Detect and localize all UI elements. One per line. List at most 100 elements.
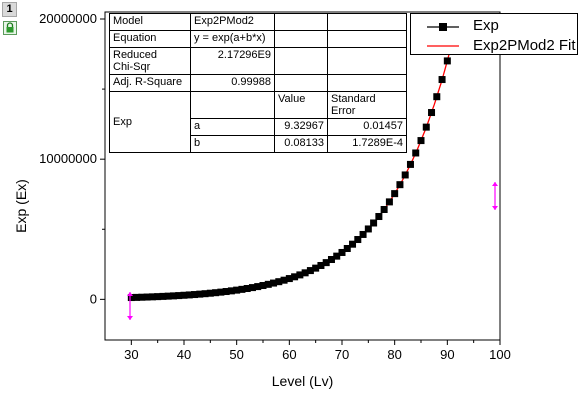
data-point (443, 57, 451, 65)
x-tick-label: 90 (440, 347, 454, 362)
data-point (428, 109, 436, 117)
data-point (217, 288, 225, 296)
equation-value: y = exp(a+b*x) (190, 30, 275, 48)
data-point (143, 293, 151, 301)
data-point (264, 280, 272, 288)
data-point (338, 248, 346, 256)
data-point (370, 219, 378, 227)
data-point (317, 261, 325, 269)
x-tick-label: 40 (177, 347, 191, 362)
group-label: Exp (109, 91, 191, 153)
data-point (212, 289, 220, 297)
se-header: Standard Error (327, 91, 407, 119)
lock-icon[interactable] (3, 21, 17, 35)
y-axis-label: Exp (Ex) (13, 179, 29, 233)
data-point (180, 291, 188, 299)
legend-symbol-fit (427, 45, 459, 47)
legend-label-fit: Exp2PMod2 Fit (473, 37, 576, 54)
layer-number-badge[interactable]: 1 (2, 2, 17, 17)
data-point (327, 256, 335, 264)
data-point (191, 291, 199, 299)
data-point (159, 292, 167, 300)
data-point (238, 285, 246, 293)
data-point (285, 275, 293, 283)
data-point (364, 225, 372, 233)
data-point (270, 279, 278, 287)
data-point (391, 190, 399, 198)
x-tick-label: 80 (387, 347, 401, 362)
data-point (375, 213, 383, 221)
y-tick-label: 0 (90, 291, 97, 306)
data-point (422, 123, 430, 131)
y-axis: 0 10000000 20000000 (39, 11, 105, 306)
x-tick-label: 100 (489, 347, 511, 362)
data-point (280, 276, 288, 284)
data-point (175, 292, 183, 300)
data-point (243, 285, 251, 293)
data-point (433, 93, 441, 101)
data-point (254, 283, 262, 291)
data-point (291, 273, 299, 281)
data-markers (127, 37, 457, 302)
data-point (349, 240, 357, 248)
r2-value: 0.99988 (190, 74, 275, 92)
data-point (401, 171, 409, 179)
data-point (406, 160, 414, 168)
range-marker-right[interactable] (492, 182, 498, 210)
data-point (359, 230, 367, 238)
data-point (396, 181, 404, 189)
range-marker-left[interactable] (127, 292, 133, 320)
model-label: Model (109, 13, 191, 31)
x-tick-label: 60 (282, 347, 296, 362)
data-point (306, 267, 314, 275)
data-point (385, 198, 393, 206)
x-axis-label: Level (Lv) (272, 373, 333, 389)
data-point (248, 284, 256, 292)
data-point (333, 252, 341, 260)
data-point (343, 245, 351, 253)
x-axis: 30 40 50 60 70 80 90 100 (124, 340, 511, 362)
r2-label: Adj. R-Square (109, 74, 191, 92)
data-point (164, 292, 172, 300)
x-tick-label: 70 (335, 347, 349, 362)
data-point (296, 271, 304, 279)
param-name: a (190, 118, 275, 136)
chisq-label: Reduced (113, 49, 158, 61)
data-point (233, 286, 241, 294)
x-tick-label: 50 (229, 347, 243, 362)
y-tick-label: 10000000 (39, 151, 97, 166)
data-point (417, 137, 425, 145)
param-se: 1.7289E-4 (327, 135, 407, 153)
chisq-label-2: Chi-Sqr (113, 61, 151, 73)
param-value: 0.08133 (274, 135, 328, 153)
legend-label-exp: Exp (473, 17, 499, 34)
param-se: 0.01457 (327, 118, 407, 136)
plot-frame (104, 11, 501, 341)
data-point (148, 293, 156, 301)
data-point (222, 288, 230, 296)
legend-symbol-exp (427, 23, 459, 31)
data-point (185, 291, 193, 299)
data-point (275, 278, 283, 286)
equation-label: Equation (109, 30, 191, 48)
data-point (301, 269, 309, 277)
y-tick-label: 20000000 (39, 11, 97, 26)
data-point (201, 290, 209, 298)
data-point (438, 76, 446, 84)
data-point (196, 290, 204, 298)
param-name: b (190, 135, 275, 153)
chisq-value: 2.17296E9 (190, 47, 275, 75)
legend[interactable]: Exp Exp2PMod2 Fit (410, 13, 578, 55)
data-point (133, 293, 141, 301)
data-point (206, 289, 214, 297)
data-point (354, 236, 362, 244)
fit-results-table: Model Exp2PMod2 Equation y = exp(a+b*x) … (109, 13, 407, 153)
data-point (380, 205, 388, 213)
data-point (127, 294, 135, 302)
data-point (169, 292, 177, 300)
data-point (227, 287, 235, 295)
param-value: 9.32967 (274, 118, 328, 136)
data-point (154, 293, 162, 301)
data-point (259, 282, 267, 290)
